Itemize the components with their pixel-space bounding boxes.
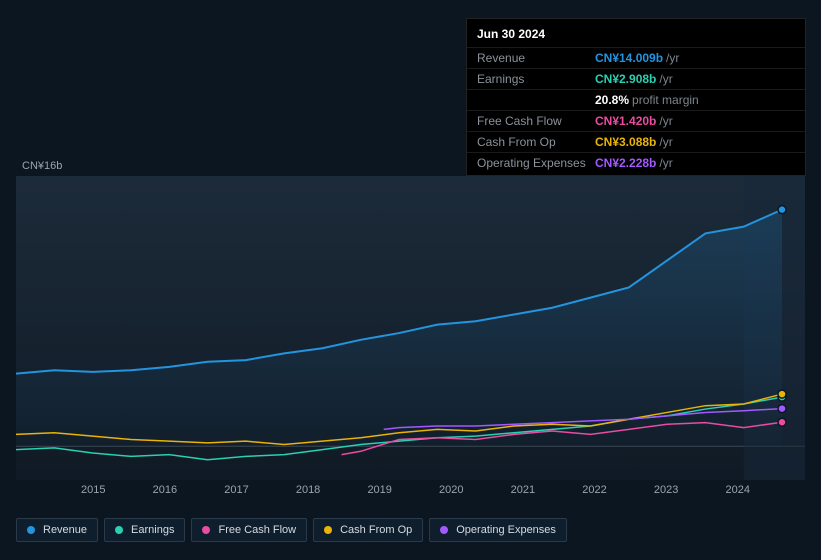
legend-label: Free Cash Flow (218, 524, 296, 536)
x-tick-label: 2018 (296, 484, 320, 496)
tooltip-row-label: Cash From Op (477, 134, 595, 150)
tooltip-row-suffix: /yr (659, 113, 672, 129)
tooltip-row: EarningsCN¥2.908b /yr (467, 68, 805, 89)
legend-label: Operating Expenses (456, 524, 556, 536)
legend-dot-icon (27, 526, 35, 534)
tooltip-row-value: 20.8% (595, 92, 629, 108)
series-marker-revenue (778, 206, 786, 214)
tooltip-row-suffix: /yr (666, 50, 679, 66)
chart-tooltip: Jun 30 2024 RevenueCN¥14.009b /yrEarning… (466, 18, 806, 176)
x-tick-label: 2015 (81, 484, 105, 496)
tooltip-row-label: Revenue (477, 50, 595, 66)
legend-dot-icon (324, 526, 332, 534)
legend-label: Cash From Op (340, 524, 412, 536)
tooltip-row-value: CN¥2.908b (595, 71, 656, 87)
legend-label: Revenue (43, 524, 87, 536)
tooltip-row-value: CN¥3.088b (595, 134, 656, 150)
x-tick-label: 2024 (725, 484, 749, 496)
series-marker-cfo (778, 390, 786, 398)
x-tick-label: 2019 (367, 484, 391, 496)
tooltip-row-label: Operating Expenses (477, 155, 595, 171)
x-tick-label: 2017 (224, 484, 248, 496)
legend-item[interactable]: Cash From Op (313, 518, 423, 542)
legend-item[interactable]: Earnings (104, 518, 185, 542)
x-tick-label: 2021 (511, 484, 535, 496)
tooltip-row: Operating ExpensesCN¥2.228b /yr (467, 152, 805, 173)
legend-dot-icon (202, 526, 210, 534)
tooltip-row: 20.8% profit margin (467, 89, 805, 110)
tooltip-row-value: CN¥2.228b (595, 155, 656, 171)
tooltip-row: RevenueCN¥14.009b /yr (467, 47, 805, 68)
tooltip-row-suffix: /yr (659, 134, 672, 150)
legend-item[interactable]: Free Cash Flow (191, 518, 307, 542)
legend-label: Earnings (131, 524, 174, 536)
tooltip-row-value: CN¥14.009b (595, 50, 663, 66)
tooltip-row-suffix: /yr (659, 71, 672, 87)
tooltip-date: Jun 30 2024 (467, 25, 805, 47)
tooltip-row-suffix: profit margin (632, 92, 699, 108)
tooltip-row: Free Cash FlowCN¥1.420b /yr (467, 110, 805, 131)
series-marker-fcf (778, 418, 786, 426)
tooltip-row-value: CN¥1.420b (595, 113, 656, 129)
x-axis-labels: 2015 2016 2017 2018 2019 2020 2021 2022 2023 2024 (16, 484, 805, 496)
tooltip-row-suffix: /yr (659, 155, 672, 171)
tooltip-row-label (477, 92, 595, 108)
chart-legend: Revenue Earnings Free Cash Flow Cash From O… (16, 518, 567, 542)
x-tick-label: 2022 (582, 484, 606, 496)
tooltip-row-label: Earnings (477, 71, 595, 87)
x-tick-label: 2023 (654, 484, 678, 496)
chart-plot-area[interactable] (16, 160, 805, 480)
legend-item[interactable]: Revenue (16, 518, 98, 542)
tooltip-row-label: Free Cash Flow (477, 113, 595, 129)
legend-item[interactable]: Operating Expenses (429, 518, 567, 542)
legend-dot-icon (115, 526, 123, 534)
tooltip-row: Cash From OpCN¥3.088b /yr (467, 131, 805, 152)
series-marker-opex (778, 405, 786, 413)
legend-dot-icon (440, 526, 448, 534)
x-tick-label: 2020 (439, 484, 463, 496)
x-tick-label: 2016 (153, 484, 177, 496)
